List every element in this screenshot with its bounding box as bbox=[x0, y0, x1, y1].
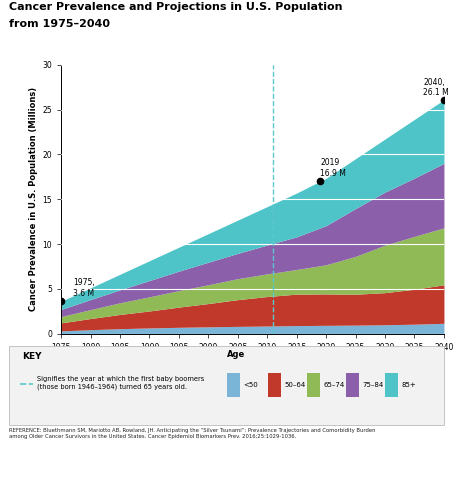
Text: 50–64: 50–64 bbox=[284, 382, 306, 388]
Text: REFERENCE: Bluethmann SM, Mariotto AB, Rowland, JH. Anticipating the “Silver Tsu: REFERENCE: Bluethmann SM, Mariotto AB, R… bbox=[9, 428, 376, 439]
FancyBboxPatch shape bbox=[9, 346, 444, 425]
X-axis label: Date (5 Years): Date (5 Years) bbox=[213, 356, 292, 366]
Text: <50: <50 bbox=[243, 382, 258, 388]
Text: from 1975–2040: from 1975–2040 bbox=[9, 19, 110, 29]
Bar bbox=[268, 373, 281, 397]
Text: Cancer Prevalence and Projections in U.S. Population: Cancer Prevalence and Projections in U.S… bbox=[9, 2, 342, 12]
Bar bbox=[307, 373, 320, 397]
Text: 2019
16.9 M: 2019 16.9 M bbox=[320, 158, 346, 178]
Text: 2040,
26.1 M: 2040, 26.1 M bbox=[424, 78, 449, 97]
Bar bbox=[385, 373, 398, 397]
Y-axis label: Cancer Prevalence in U.S. Population (Millions): Cancer Prevalence in U.S. Population (Mi… bbox=[29, 87, 38, 311]
Text: 1975,
3.6 M: 1975, 3.6 M bbox=[73, 278, 95, 298]
Text: Age: Age bbox=[226, 350, 245, 360]
Bar bbox=[346, 373, 359, 397]
Text: 65–74: 65–74 bbox=[323, 382, 345, 388]
Text: Signifies the year at which the first baby boomers
(those born 1946–1964) turned: Signifies the year at which the first ba… bbox=[37, 376, 205, 390]
Text: 85+: 85+ bbox=[402, 382, 416, 388]
Text: 75–84: 75–84 bbox=[362, 382, 384, 388]
Text: KEY: KEY bbox=[22, 352, 42, 361]
Bar bbox=[226, 373, 240, 397]
